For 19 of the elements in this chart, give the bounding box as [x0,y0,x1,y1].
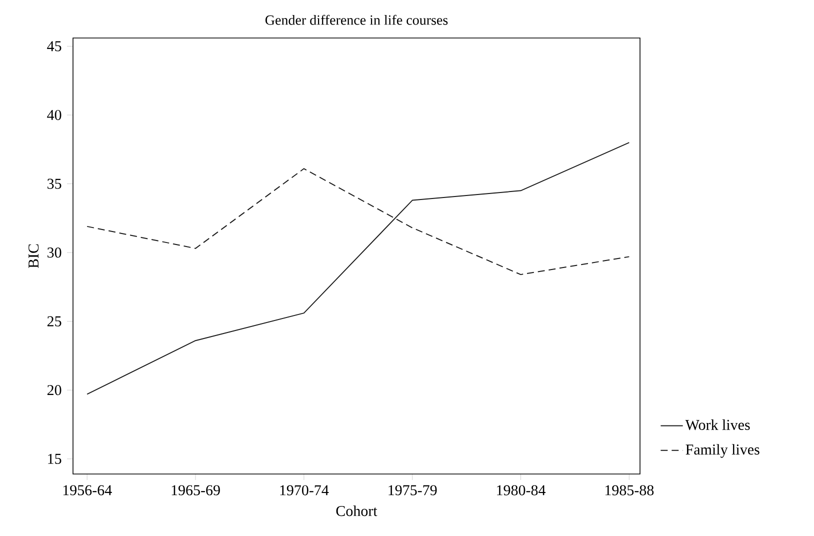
y-tick-label: 40 [47,110,62,120]
y-axis-title: BIC [28,244,39,268]
x-axis-title: Cohort [336,506,378,516]
chart-title: Gender difference in life courses [265,14,448,25]
y-tick-label: 35 [48,178,62,189]
y-tick-label: 20 [47,385,62,396]
y-tick-label: 30 [48,248,62,258]
x-tick-label: 1965-69 [172,485,220,496]
line-series [86,142,630,395]
y-tick-label: 15 [48,454,62,464]
x-tick-label: 1985-88 [605,485,654,496]
legend-label: Family lives [686,444,760,458]
y-tick-label: 45 [47,41,62,52]
x-tick-label: 1980-84 [497,485,546,496]
x-tick-label: 1956-64 [63,485,112,496]
x-tick-label: 1970-74 [280,485,329,496]
x-tick-label: 1975-79 [388,485,437,496]
legend-label: Work lives [685,419,750,430]
y-tick-label: 25 [47,316,62,326]
